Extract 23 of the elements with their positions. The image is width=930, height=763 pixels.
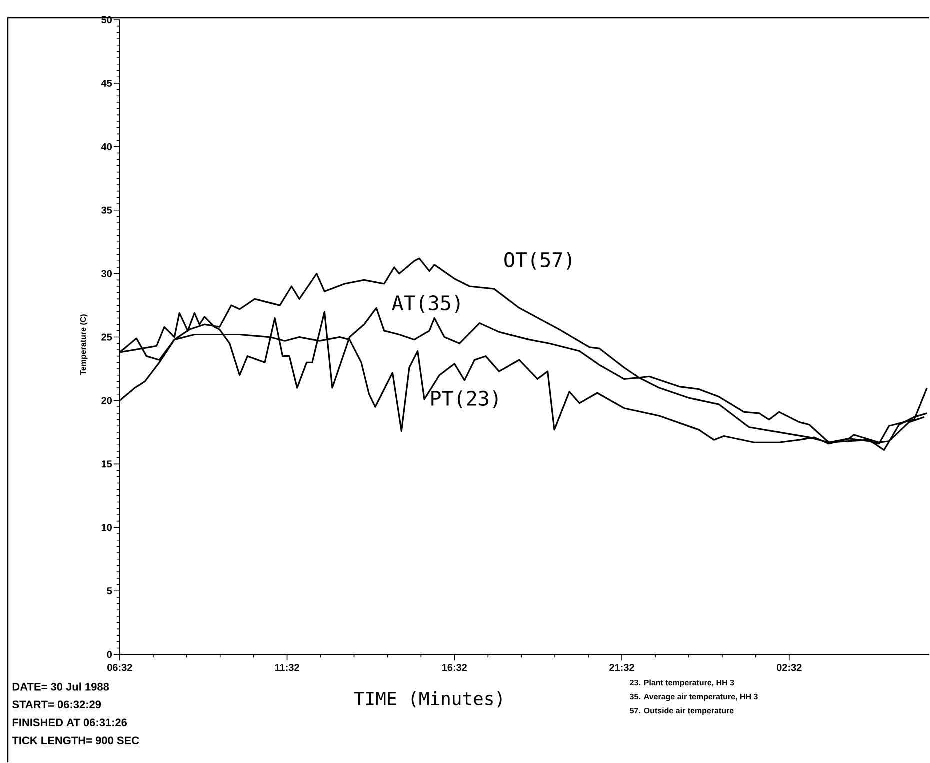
text: FINISHED AT 06:31:26 [12, 718, 128, 726]
x-axis-title: TIME (Minutes) [354, 691, 502, 708]
y-tick-label: 0 [107, 651, 112, 658]
y-tick-label: 30 [102, 270, 112, 278]
y-tick-label: 20 [102, 397, 112, 404]
x-tick-label: 16:32 [442, 664, 468, 672]
x-tick-label: 02:32 [776, 664, 802, 672]
text: DATE= 30 Jul 1988 [12, 682, 110, 691]
series-label: OT(57) [504, 252, 572, 270]
series-label: PT(23) [432, 390, 498, 408]
text: START= 06:32:29 [12, 700, 102, 709]
y-tick-label: 35 [102, 206, 112, 214]
x-tick-label: 06:32 [108, 664, 132, 672]
y-tick-label: 40 [101, 143, 112, 150]
x-tick-label: 21:32 [610, 664, 634, 672]
series-label: AT(35) [392, 295, 460, 313]
text: TICK LENGTH= 900 SEC [12, 736, 140, 744]
y-tick-label: 45 [101, 80, 112, 87]
y-tick-label: 10 [102, 524, 112, 532]
x-tick-label: 11:32 [275, 664, 300, 672]
y-tick-label: 15 [102, 460, 112, 468]
y-tick-label: 25 [102, 334, 112, 341]
y-tick-label: 5 [107, 588, 112, 595]
